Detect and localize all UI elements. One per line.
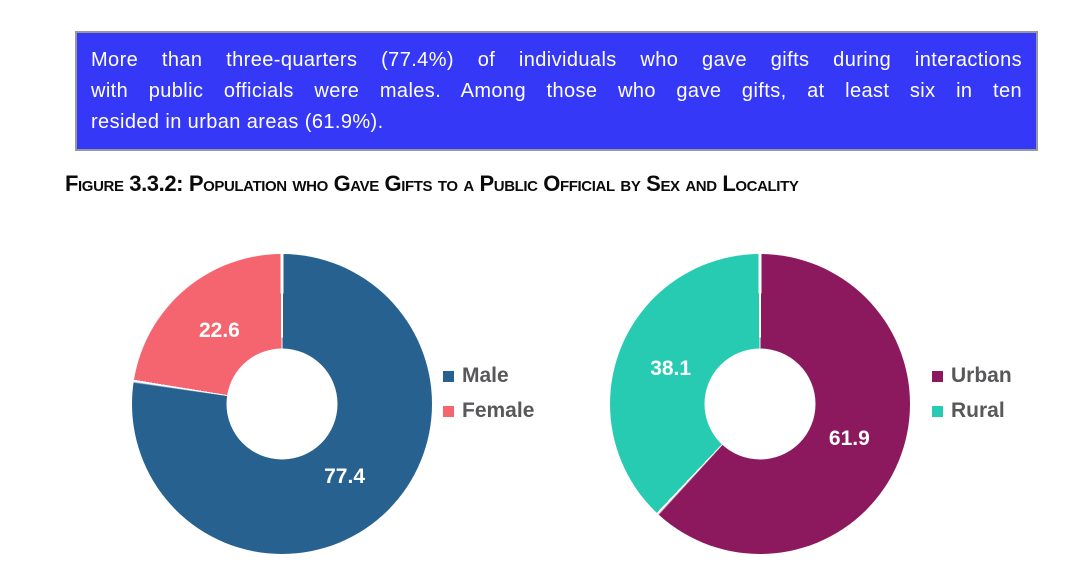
donut-chart-locality: 61.9 38.1 [610, 254, 910, 554]
legend-label-urban: Urban [951, 364, 1012, 387]
legend-label-rural: Rural [951, 399, 1005, 422]
highlight-banner: More than three-quarters (77.4%) of indi… [75, 31, 1038, 151]
legend-swatch-rural [932, 405, 943, 417]
legend-swatch-urban [932, 370, 943, 382]
legend-sex: Male Female [443, 364, 534, 434]
slice-label-male: 77.4 [324, 464, 365, 488]
donut-hole [704, 348, 816, 460]
legend-locality: Urban Rural [932, 364, 1012, 434]
legend-item-urban: Urban [932, 364, 1012, 388]
legend-swatch-female [443, 405, 454, 417]
banner-text-line: with public officials were males. Among … [91, 80, 1022, 102]
legend-item-male: Male [443, 364, 534, 388]
legend-item-rural: Rural [932, 399, 1012, 423]
slice-label-urban: 61.9 [828, 427, 870, 451]
banner-text-line: resided in urban areas (61.9%). [91, 111, 384, 133]
banner-text-line: More than three-quarters (77.4%) of indi… [91, 49, 1022, 71]
legend-swatch-male [443, 370, 454, 382]
figure-title: Figure 3.3.2: Population who Gave Gifts … [65, 171, 799, 196]
legend-item-female: Female [443, 399, 534, 423]
donut-chart-sex: 77.4 22.6 [132, 254, 432, 554]
legend-label-male: Male [462, 364, 509, 387]
slice-label-rural: 38.1 [650, 356, 692, 380]
legend-label-female: Female [462, 399, 535, 422]
donut-hole [226, 348, 338, 460]
slice-label-female: 22.6 [198, 319, 240, 343]
